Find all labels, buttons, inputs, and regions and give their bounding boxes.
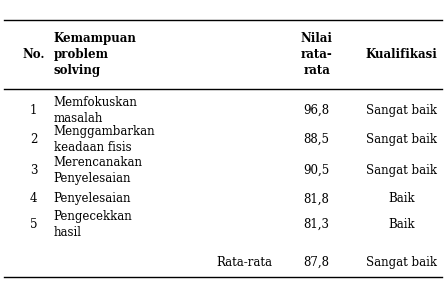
Text: 1: 1 bbox=[30, 104, 37, 117]
Text: 90,5: 90,5 bbox=[304, 164, 330, 177]
Text: 88,5: 88,5 bbox=[304, 133, 330, 146]
Text: Rata-rata: Rata-rata bbox=[216, 256, 272, 269]
Text: Penyelesaian: Penyelesaian bbox=[54, 192, 131, 205]
Text: Sangat baik: Sangat baik bbox=[366, 133, 437, 146]
Text: Menggambarkan
keadaan fisis: Menggambarkan keadaan fisis bbox=[54, 125, 155, 154]
Text: No.: No. bbox=[22, 48, 45, 61]
Text: 81,8: 81,8 bbox=[304, 192, 330, 205]
Text: Pengecekkan
hasil: Pengecekkan hasil bbox=[54, 210, 132, 239]
Text: 3: 3 bbox=[30, 164, 37, 177]
Text: 96,8: 96,8 bbox=[304, 104, 330, 117]
Text: 4: 4 bbox=[30, 192, 37, 205]
Text: Nilai
rata-
rata: Nilai rata- rata bbox=[301, 32, 333, 77]
Text: Memfokuskan
masalah: Memfokuskan masalah bbox=[54, 96, 137, 125]
Text: Baik: Baik bbox=[388, 192, 415, 205]
Text: Kemampuan
problem
solving: Kemampuan problem solving bbox=[54, 32, 136, 77]
Text: 81,3: 81,3 bbox=[304, 218, 330, 231]
Text: Sangat baik: Sangat baik bbox=[366, 104, 437, 117]
Text: 2: 2 bbox=[30, 133, 37, 146]
Text: Sangat baik: Sangat baik bbox=[366, 164, 437, 177]
Text: 5: 5 bbox=[30, 218, 37, 231]
Text: Baik: Baik bbox=[388, 218, 415, 231]
Text: Merencanakan
Penyelesaian: Merencanakan Penyelesaian bbox=[54, 156, 143, 185]
Text: Kualifikasi: Kualifikasi bbox=[365, 48, 438, 61]
Text: 87,8: 87,8 bbox=[304, 256, 330, 269]
Text: Sangat baik: Sangat baik bbox=[366, 256, 437, 269]
